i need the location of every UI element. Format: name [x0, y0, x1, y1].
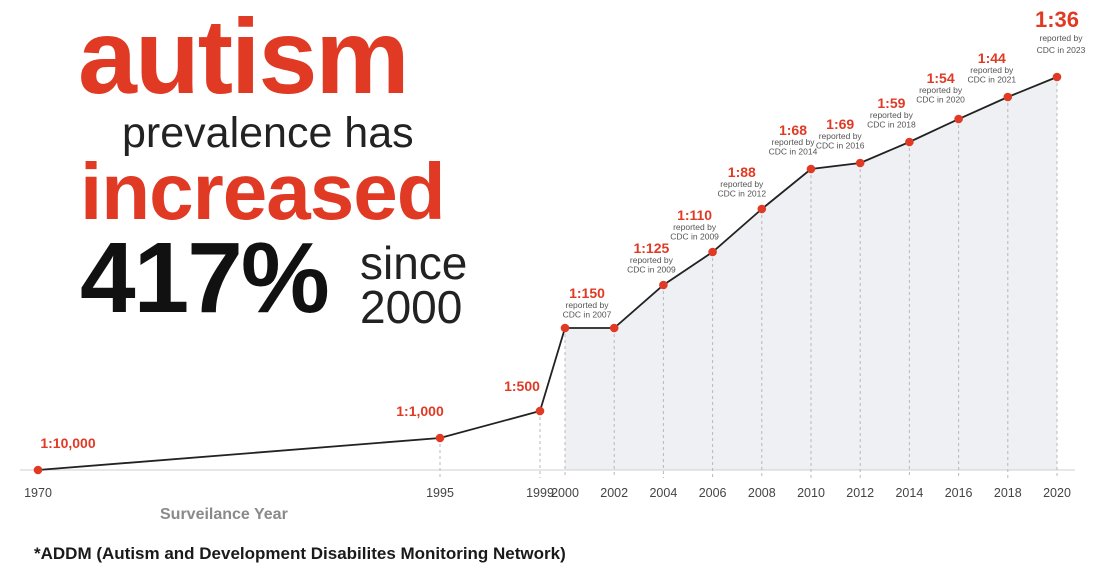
note-2020-line-2: CDC in 2023: [1037, 45, 1086, 55]
data-point-2004: [659, 280, 668, 290]
ratio-label-2014: 1:59: [877, 95, 905, 111]
tick-label-2004: 2004: [649, 486, 677, 500]
data-point-2012: [855, 158, 865, 168]
data-point-2016: [954, 114, 963, 124]
ratio-label-2010: 1:68: [779, 122, 807, 138]
tick-label-1999: 1999: [526, 486, 554, 500]
note-2010-line-2: CDC in 2014: [769, 147, 818, 157]
note-2004-line-2: CDC in 2009: [627, 265, 676, 275]
note-2000-line-2: CDC in 2007: [563, 310, 612, 320]
note-2004-line-1: reported by: [630, 255, 674, 265]
note-2012-line-1: reported by: [819, 131, 863, 141]
note-2014-line-2: CDC in 2018: [867, 119, 916, 129]
tick-label-1995: 1995: [426, 486, 454, 500]
ratio-label-1970: 1:10,000: [40, 435, 95, 451]
data-point-2010: [806, 164, 816, 174]
ratio-label-1999: 1:500: [504, 378, 540, 394]
note-2008-line-2: CDC in 2012: [717, 189, 766, 199]
data-point-1995: [435, 433, 445, 443]
headline-year: 2000: [360, 281, 463, 333]
tick-label-2008: 2008: [748, 486, 776, 500]
note-2018-line-1: reported by: [970, 65, 1014, 75]
tick-label-2016: 2016: [945, 486, 973, 500]
ratio-label-2004: 1:125: [633, 240, 669, 256]
headline-autism: autism: [78, 0, 410, 116]
headline-since: since: [360, 237, 468, 289]
tick-label-2012: 2012: [846, 486, 874, 500]
headline-prevalence-has: prevalence has: [122, 109, 414, 157]
headline: autism prevalence has increased 417% sin…: [0, 0, 560, 330]
ratio-label-2012: 1:69: [826, 116, 854, 132]
note-2016-line-2: CDC in 2020: [916, 95, 965, 105]
tick-label-2010: 2010: [797, 486, 825, 500]
ratio-label-2016: 1:54: [927, 70, 955, 86]
headline-increased: increased: [80, 147, 446, 236]
data-point-1999: [535, 406, 545, 416]
data-point-2002: [609, 323, 619, 333]
note-2014-line-1: reported by: [870, 110, 914, 120]
series-line: [37, 76, 1058, 471]
note-2000-line-1: reported by: [566, 300, 610, 310]
note-2012-line-2: CDC in 2016: [816, 141, 865, 151]
ratio-label-2018: 1:44: [978, 50, 1006, 66]
headline-percent: 417%: [80, 222, 330, 334]
tick-label-1970: 1970: [24, 486, 52, 500]
note-2008-line-1: reported by: [720, 179, 764, 189]
tick-label-2002: 2002: [600, 486, 628, 500]
ratio-label-1995: 1:1,000: [396, 403, 444, 419]
ratio-label-2020: 1:36: [1035, 7, 1079, 32]
tick-label-2006: 2006: [699, 486, 727, 500]
data-point-2018: [1003, 92, 1013, 102]
note-2016-line-1: reported by: [919, 85, 963, 95]
data-point-2000: [560, 323, 570, 333]
x-axis-title: Surveilance Year: [160, 506, 288, 523]
ratio-label-2000: 1:150: [569, 285, 605, 301]
tick-label-2020: 2020: [1043, 486, 1071, 500]
data-point-1970: [33, 465, 43, 475]
data-point-2020: [1052, 72, 1062, 82]
ratio-label-2006: 1:110: [677, 207, 712, 223]
data-point-2014: [905, 137, 914, 147]
tick-label-2014: 2014: [895, 486, 923, 500]
data-point-2008: [757, 204, 767, 214]
tick-label-2000: 2000: [551, 486, 579, 500]
note-2006-line-1: reported by: [673, 222, 717, 232]
note-2020-line-1: reported by: [1040, 33, 1084, 43]
footnote: *ADDM (Autism and Development Disabilite…: [34, 544, 566, 563]
note-2018-line-2: CDC in 2021: [967, 74, 1016, 84]
ratio-label-2008: 1:88: [728, 164, 756, 180]
note-2010-line-1: reported by: [772, 137, 816, 147]
tick-label-2018: 2018: [994, 486, 1022, 500]
data-point-2006: [708, 247, 717, 257]
note-2006-line-2: CDC in 2009: [670, 232, 719, 242]
